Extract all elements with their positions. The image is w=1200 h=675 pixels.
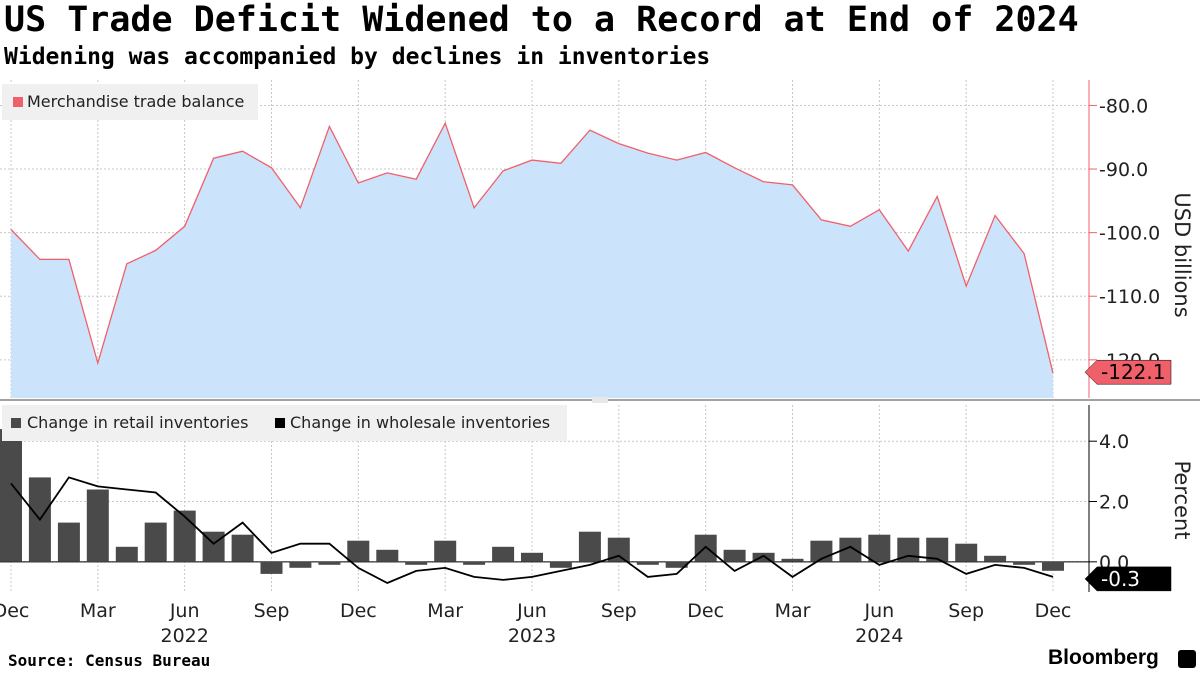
- retail-bar-35: [1013, 561, 1036, 565]
- retail-bar-13: [376, 549, 399, 562]
- retail-bar-30: [868, 534, 891, 562]
- trade-balance-fill: [11, 123, 1053, 398]
- top-ytick-label: -100.0: [1099, 223, 1160, 245]
- trade-balance-last-value-label: -122.1: [1101, 360, 1165, 384]
- x-month-label: Mar: [775, 600, 811, 622]
- retail-bar-15: [434, 540, 457, 562]
- retail-last-value-bg: [1084, 566, 1172, 592]
- x-month-label: Sep: [254, 600, 290, 622]
- retail-bar-14: [405, 561, 428, 565]
- retail-bar-16: [463, 561, 486, 565]
- retail-bar-11: [318, 561, 341, 565]
- legend-retail: Change in retail inventories: [27, 413, 249, 432]
- x-year-label: 2023: [508, 625, 556, 647]
- x-month-label: Dec: [340, 600, 377, 622]
- retail-bar-0: [0, 429, 22, 562]
- retail-bar-24: [694, 534, 717, 562]
- retail-bar-33: [955, 543, 978, 562]
- source-note: Source: Census Bureau: [8, 651, 211, 670]
- retail-bar-12: [347, 540, 370, 562]
- x-year-label: 2022: [160, 625, 208, 647]
- x-month-label: Dec: [0, 600, 29, 622]
- trade-balance-swatch: [13, 97, 23, 107]
- retail-inventory-bars: [0, 429, 1064, 574]
- wholesale-swatch: [275, 418, 285, 428]
- retail-bar-2: [57, 522, 80, 562]
- retail-bar-36: [1042, 561, 1064, 571]
- retail-bar-32: [926, 537, 949, 562]
- retail-bar-18: [521, 552, 543, 562]
- retail-bar-25: [723, 549, 746, 562]
- bloomberg-logo: Bloomberg: [1048, 646, 1159, 669]
- legend-wholesale: Change in wholesale inventories: [290, 413, 551, 432]
- retail-bar-21: [607, 537, 630, 562]
- retail-bar-10: [289, 561, 312, 568]
- retail-bar-8: [231, 534, 254, 562]
- top-ytick-label: -90.0: [1099, 159, 1148, 181]
- last-value-tags: -122.1 -0.3: [1084, 359, 1172, 592]
- x-month-label: Dec: [687, 600, 724, 622]
- retail-bar-29: [839, 537, 862, 562]
- bloomberg-terminal-icon: [1178, 650, 1196, 668]
- x-month-label: Sep: [601, 600, 637, 622]
- legend-trade-balance: Merchandise trade balance: [27, 92, 245, 111]
- x-year-label: 2024: [855, 625, 903, 647]
- page-title: US Trade Deficit Widened to a Record at …: [4, 0, 1079, 40]
- x-month-label: Jun: [169, 600, 200, 622]
- x-month-label: Jun: [516, 600, 547, 622]
- top-legend: Merchandise trade balance: [2, 84, 258, 120]
- bottom-y-axis-title: Percent: [1170, 460, 1194, 539]
- retail-bar-5: [144, 522, 167, 562]
- x-axis-labels: Dec Mar Jun Sep Dec Mar Jun Sep Dec Mar Jun Sep Dec 2…: [0, 600, 1071, 647]
- retail-bar-9: [260, 561, 283, 574]
- x-month-label: Mar: [80, 600, 116, 622]
- retail-bar-34: [984, 555, 1007, 562]
- x-month-label: Dec: [1035, 600, 1072, 622]
- bottom-ytick-label: 4.0: [1099, 431, 1129, 453]
- retail-bar-3: [86, 489, 109, 562]
- top-y-axis-title: USD billions: [1170, 192, 1194, 317]
- panel-divider-handle: [592, 397, 608, 403]
- page-subtitle: Widening was accompanied by declines in …: [4, 44, 711, 70]
- retail-bar-6: [173, 510, 196, 562]
- top-ytick-label: -110.0: [1099, 286, 1160, 308]
- top-ytick-label: -80.0: [1099, 95, 1148, 117]
- bottom-legend: Change in retail inventories Change in w…: [2, 405, 567, 441]
- retail-bar-27: [781, 558, 804, 562]
- wholesale-line: [10, 476, 1054, 584]
- x-month-label: Mar: [427, 600, 463, 622]
- retail-bar-20: [578, 531, 601, 562]
- trade-balance-area: [10, 121, 1054, 398]
- wholesale-inventory-line: [10, 476, 1054, 584]
- retail-bar-22: [636, 561, 659, 565]
- retail-swatch: [11, 418, 21, 428]
- x-month-label: Jun: [863, 600, 894, 622]
- retail-bar-4: [115, 546, 138, 562]
- trade-balance-last-value-bg: [1084, 359, 1172, 385]
- x-month-label: Sep: [948, 600, 984, 622]
- bottom-ytick-label: 2.0: [1099, 492, 1129, 514]
- retail-bar-23: [665, 561, 688, 568]
- retail-last-value-label: -0.3: [1101, 567, 1140, 591]
- trade-balance-line: [10, 121, 1054, 374]
- retail-bar-19: [549, 561, 572, 568]
- retail-bar-26: [752, 552, 775, 562]
- retail-bar-17: [492, 546, 515, 562]
